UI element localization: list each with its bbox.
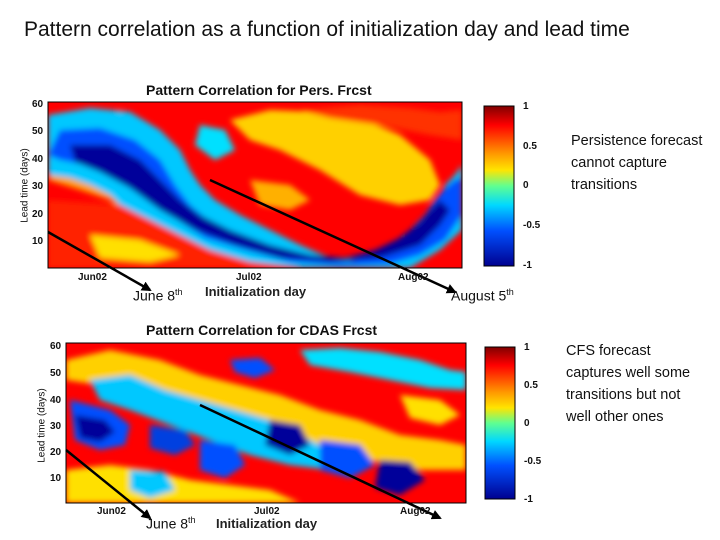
slide-title: Pattern correlation as a function of ini… — [24, 18, 630, 41]
annotation-june-top: June 8th — [133, 287, 183, 304]
ytick-top-10: 10 — [32, 236, 44, 247]
note-persistence: Persistence forecast cannot capture tran… — [571, 133, 703, 193]
ytick-bot-10: 10 — [50, 473, 62, 484]
ytick-top-30: 30 — [32, 181, 44, 192]
xtick-top-jul: Jul02 — [236, 272, 262, 283]
ylabel-bottom: Lead time (days) — [36, 388, 48, 463]
ytick-bot-40: 40 — [50, 395, 62, 406]
xtick-top-aug: Aug02 — [398, 272, 429, 283]
xtick-bot-jul: Jul02 — [254, 506, 280, 517]
arrow-june-top — [47, 230, 152, 292]
xtick-bot-jun: Jun02 — [97, 506, 126, 517]
annotation-june-bottom: June 8th — [146, 515, 196, 532]
cbar-top-tick-0: 0 — [523, 180, 529, 191]
xlabel-bottom: Initialization day — [216, 516, 318, 531]
heatmap-cdas — [66, 343, 466, 503]
xtick-bot-aug: Aug02 — [400, 506, 431, 517]
plot-title-cdas: Pattern Correlation for CDAS Frcst — [146, 322, 378, 338]
ytick-top-20: 20 — [32, 209, 44, 220]
xlabel-top: Initialization day — [205, 284, 307, 299]
cbar-bot-tick-neg1: -1 — [524, 494, 533, 505]
cbar-bot-tick-0: 0 — [524, 418, 530, 429]
note-cdas: CFS forecast captures well some transiti… — [566, 343, 691, 425]
cbar-top-tick-0.5: 0.5 — [523, 141, 537, 152]
heatmap-persistence — [48, 102, 462, 268]
ytick-bot-50: 50 — [50, 368, 62, 379]
plot-title-persistence: Pattern Correlation for Pers. Frcst — [146, 82, 372, 98]
colorbar-persistence — [483, 105, 515, 267]
cbar-top-tick-1: 1 — [523, 101, 529, 112]
cbar-bot-tick-neg0.5: -0.5 — [524, 456, 542, 467]
ytick-top-50: 50 — [32, 126, 44, 137]
annotation-august-top: August 5th — [451, 287, 514, 304]
ytick-bot-30: 30 — [50, 421, 62, 432]
xtick-top-jun: Jun02 — [78, 272, 107, 283]
arrow-august-bottom — [199, 403, 442, 520]
colorbar-cdas — [484, 346, 516, 500]
arrow-august-top — [209, 178, 457, 294]
arrow-june-bottom — [65, 449, 152, 520]
cbar-bot-tick-0.5: 0.5 — [524, 380, 538, 391]
cbar-bot-tick-1: 1 — [524, 342, 530, 353]
ytick-top-40: 40 — [32, 154, 44, 165]
ytick-top-60: 60 — [32, 99, 44, 110]
ylabel-top: Lead time (days) — [19, 148, 31, 223]
cbar-top-tick-neg1: -1 — [523, 260, 532, 271]
cbar-top-tick-neg0.5: -0.5 — [523, 220, 541, 231]
ytick-bot-20: 20 — [50, 447, 62, 458]
ytick-bot-60: 60 — [50, 341, 62, 352]
